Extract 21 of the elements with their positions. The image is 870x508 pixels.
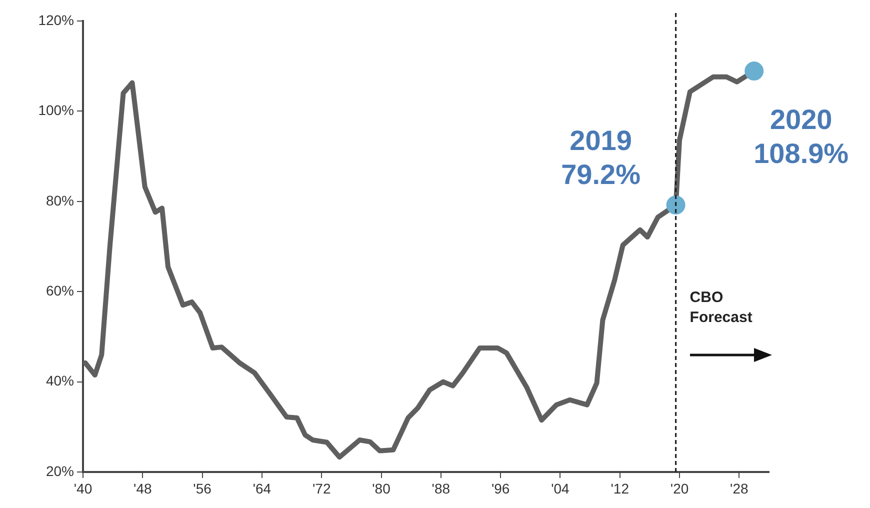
x-tick-label: '40 [74, 480, 92, 496]
x-tick-label: '12 [610, 480, 630, 496]
y-tick-label: 100% [38, 102, 74, 118]
ref-line-label: CBO Forecast [690, 289, 752, 326]
y-tick-label: 20% [46, 462, 74, 479]
y-tick-label: 80% [46, 192, 74, 208]
y-tick-label: 40% [46, 372, 74, 389]
x-tick-label: '96 [491, 480, 510, 496]
x-tick-label: '20 [670, 480, 689, 496]
x-tick-label: '28 [730, 480, 749, 496]
annotation: 2020 108.9% [754, 104, 849, 170]
x-tick-label: '56 [193, 480, 212, 496]
x-tick-label: '48 [134, 480, 152, 496]
y-tick-label: 60% [46, 282, 74, 298]
x-tick-label: '04 [551, 480, 570, 496]
x-tick-label: '64 [252, 480, 272, 496]
x-tick-label: '80 [372, 480, 391, 496]
annotation: 2019 79.2% [561, 125, 641, 190]
x-tick-label: '72 [312, 480, 331, 496]
y-tick-label: 120% [38, 12, 74, 28]
x-tick-label: '88 [432, 480, 450, 496]
